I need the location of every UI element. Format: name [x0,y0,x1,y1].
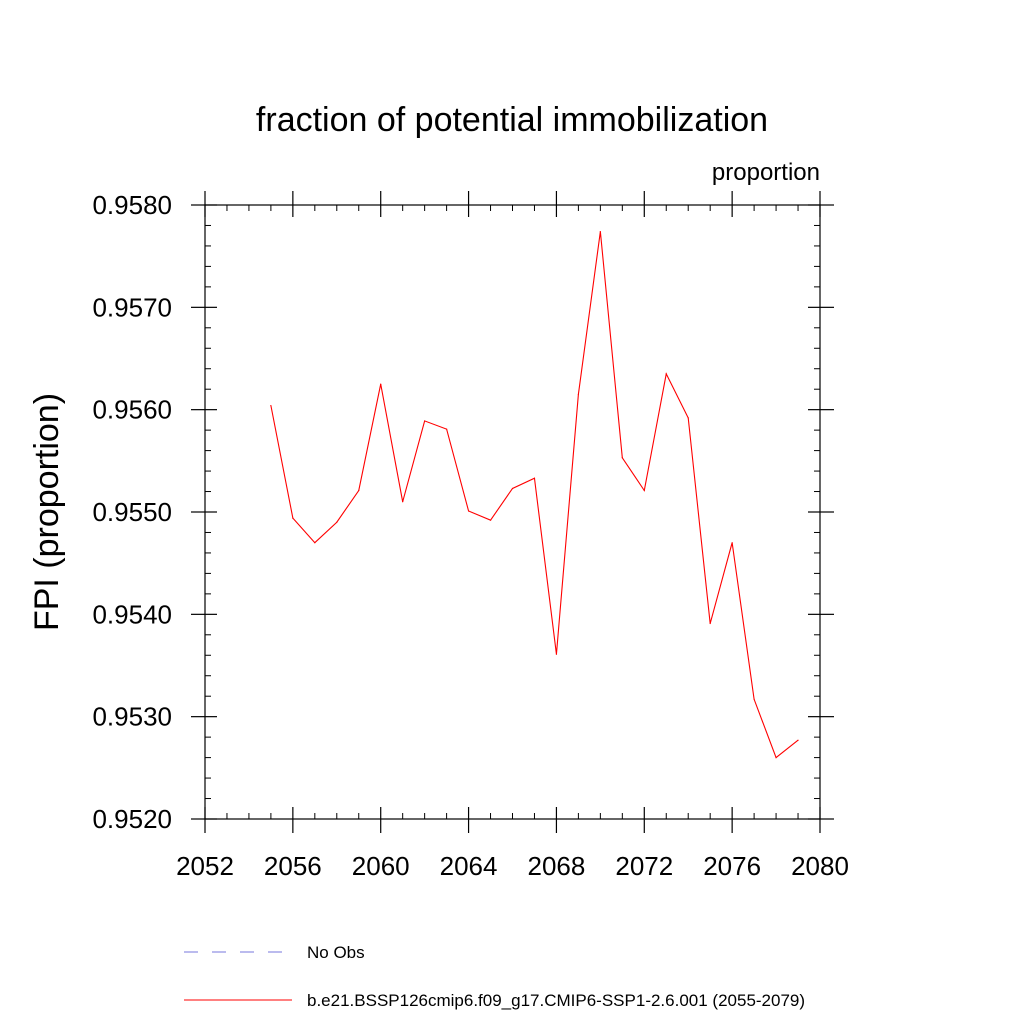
data-point [402,501,404,503]
data-point [446,428,448,430]
data-point [775,757,777,759]
data-point [380,383,382,385]
data-point [489,519,492,521]
chart-title: fraction of potential immobilization [256,101,768,139]
legend: No Obs b.e21.BSSP126cmip6.f09_g17.CMIP6-S… [184,943,805,1010]
data-point [709,622,711,625]
legend-label: b.e21.BSSP126cmip6.f09_g17.CMIP6-SSP1-2.… [307,991,805,1010]
data-point [292,517,294,519]
x-tick-label: 2080 [791,851,849,881]
data-point [643,489,645,492]
chart-units-label: proportion [712,159,820,186]
data-point [687,417,689,419]
y-tick-label: 0.9580 [92,190,172,220]
x-tick-label: 2056 [264,851,322,881]
data-point [314,542,316,544]
y-axis-label: FPI (proportion) [28,393,66,631]
y-tick-label: 0.9530 [92,702,172,732]
data-point [731,542,733,544]
data-point [599,231,601,233]
y-tick-label: 0.9540 [92,599,172,629]
data-point [533,477,536,479]
legend-label: No Obs [307,943,365,962]
x-tick-label: 2076 [703,851,761,881]
data-point [336,521,338,523]
plot-frame [204,204,821,820]
data-point [467,510,470,512]
y-tick-label: 0.9520 [92,804,172,834]
x-tick-label: 2060 [352,851,410,881]
y-tick-label: 0.9570 [92,292,172,322]
series-layer [270,231,799,759]
series-line-0 [270,231,799,759]
data-point [358,489,360,492]
data-point [621,457,623,459]
data-point [665,373,667,375]
data-point [511,487,514,490]
x-tick-label: 2052 [176,851,234,881]
data-point [270,404,272,407]
data-point [577,393,579,395]
x-tick-label: 2064 [440,851,498,881]
axis-ticks: 2052 2056 2060 2064 2068 2072 2076 2080 0.9520 0.… [92,190,848,881]
data-point [797,739,799,741]
x-tick-label: 2068 [528,851,586,881]
y-tick-label: 0.9560 [92,395,172,425]
data-point [753,698,755,700]
y-tick-label: 0.9550 [92,497,172,527]
data-point [555,653,558,655]
x-tick-label: 2072 [615,851,673,881]
data-point [424,420,426,422]
